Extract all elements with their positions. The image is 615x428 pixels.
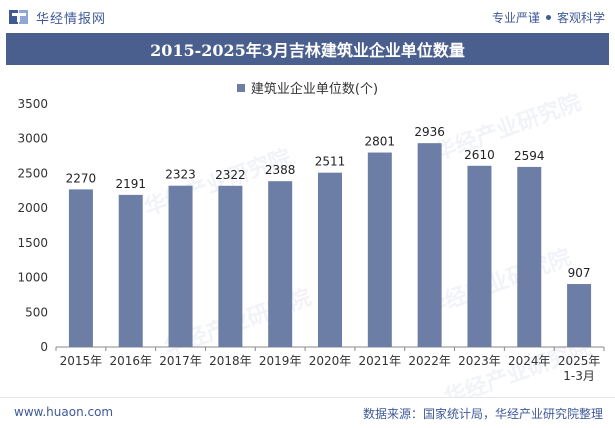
chart-title-bar: 2015-2025年3月吉林建筑业企业单位数量 [6,33,609,65]
y-tick-label: 2500 [17,166,48,180]
x-tick-label: 2023年 [458,354,501,368]
x-tick-label: 2025年 [558,354,601,368]
huajing-logo-icon [9,10,28,24]
chart-title: 2015-2025年3月吉林建筑业企业单位数量 [150,41,465,60]
x-tick-label: 2022年 [408,354,451,368]
bar [318,172,342,347]
brand[interactable]: 华经情报网 [8,7,106,27]
x-tick-label: 2019年 [259,354,302,368]
data-label: 907 [568,266,591,280]
legend-swatch-icon [236,83,245,92]
x-tick-label: 2024年 [508,354,551,368]
data-label: 2511 [315,155,346,169]
x-tick-label: 2016年 [109,354,152,368]
tagline-right: 客观科学 [556,11,605,25]
tagline: 专业严谨 客观科学 [492,9,605,26]
bar [118,194,143,347]
x-tick-label: 2018年 [209,354,252,368]
data-label: 2191 [115,177,146,191]
footer-website-link[interactable]: www.huaon.com [14,405,114,419]
bar [68,189,93,347]
bar [417,143,442,347]
top-bar: 华经情报网 专业严谨 客观科学 [0,0,615,33]
bar [218,185,243,347]
bar-chart: 0 500 1000 1500 2000 2500 3000 3500 2270 2015年 219… [17,97,605,383]
data-label: 2801 [365,135,396,149]
x-tick-label: 2015年 [60,354,103,368]
chart-legend: 建筑业企业单位数(个) [0,78,615,97]
y-tick-label: 3500 [17,97,48,111]
y-tick-label: 500 [25,305,48,319]
bar [517,166,542,347]
y-tick-label: 1000 [17,271,48,285]
x-tick-label: 2020年 [309,354,352,368]
tagline-left: 专业严谨 [491,11,540,25]
bar [268,181,293,347]
data-label: 2388 [265,163,296,177]
data-label: 2594 [514,149,545,163]
data-label: 2270 [66,171,97,185]
bar [367,152,392,347]
y-tick-label: 2000 [17,201,48,215]
y-tick-label: 0 [40,340,48,354]
x-tick-label: 2017年 [159,354,202,368]
x-tick-label: 2021年 [359,354,402,368]
bar [567,284,592,347]
data-label: 2322 [215,168,246,182]
y-tick-label: 1500 [17,236,48,250]
data-label: 2936 [414,125,445,139]
brand-name: 华经情报网 [36,11,107,27]
tagline-dot-icon [545,15,551,20]
data-label: 2323 [165,168,196,182]
bar [168,185,193,347]
data-label: 2610 [464,148,495,162]
x-tick-label: 1-3月 [563,369,595,383]
footer-source: 数据来源：国家统计局，华经产业研究院整理 [362,407,603,421]
bar [467,165,492,347]
legend-label: 建筑业企业单位数(个) [250,82,379,97]
y-tick-label: 3000 [17,132,48,146]
footer: www.huaon.com 数据来源：国家统计局，华经产业研究院整理 [0,397,615,428]
